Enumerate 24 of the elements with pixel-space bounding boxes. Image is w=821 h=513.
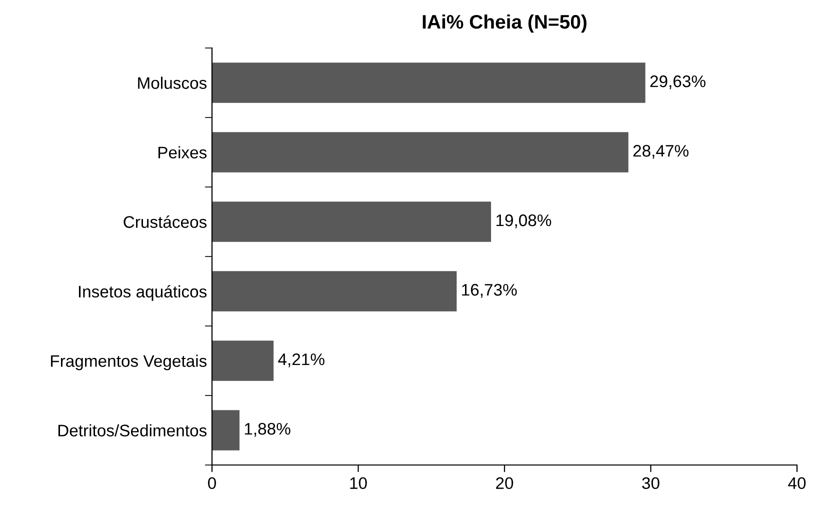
bar [212,410,240,450]
data-label: 1,88% [244,422,290,437]
bar [212,132,628,172]
y-tick-label: Moluscos [138,76,207,89]
data-label: 28,47% [633,144,688,159]
x-tick-label: 10 [350,477,367,490]
data-label: 29,63% [650,75,706,90]
bar [212,202,492,242]
y-tick-label: Insetos aquáticos [78,285,207,301]
data-label: 4,21% [278,353,324,368]
y-tick-label: Crustáceos [124,216,207,228]
x-tick-label: 20 [496,477,514,490]
x-tick-label: 30 [642,477,660,490]
y-tick-label: Detritos/Sedimentos [58,424,207,436]
bar [212,271,457,312]
bar [212,340,274,381]
chart-title: IAi% Cheia (N=50) [422,14,586,33]
data-label: 16,73% [462,284,517,298]
y-tick-label: Peixes [158,146,207,158]
bar [212,62,646,103]
x-tick-label: 0 [208,477,216,490]
x-tick-label: 40 [788,477,806,490]
y-tick-label: Fragmentos Vegetais [51,354,207,370]
data-label: 19,08% [496,214,552,228]
